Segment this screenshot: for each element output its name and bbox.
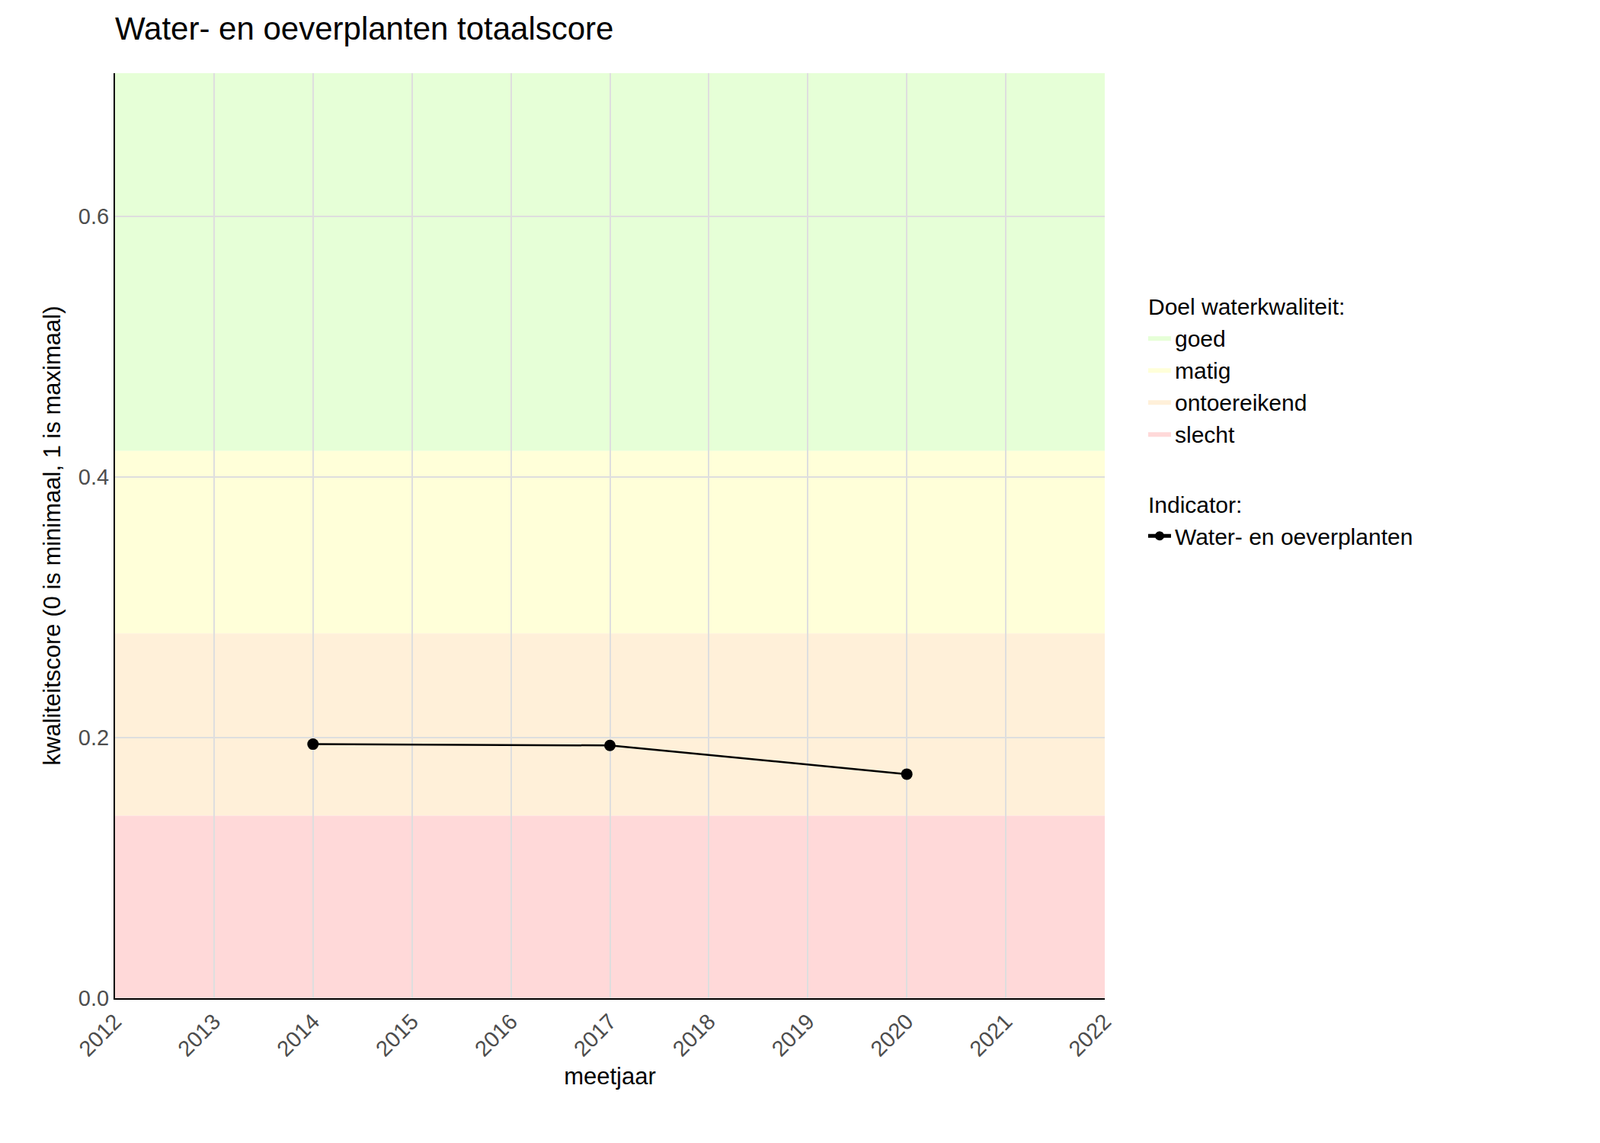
svg-text:meetjaar: meetjaar xyxy=(563,1062,656,1090)
svg-text:kwaliteitscore (0 is minimaal,: kwaliteitscore (0 is minimaal, 1 is maxi… xyxy=(38,306,66,766)
svg-text:0.2: 0.2 xyxy=(78,725,109,750)
svg-text:0.4: 0.4 xyxy=(78,464,109,490)
svg-text:2012: 2012 xyxy=(73,1008,126,1061)
svg-text:Doel waterkwaliteit:: Doel waterkwaliteit: xyxy=(1148,294,1345,320)
svg-text:2019: 2019 xyxy=(767,1008,820,1061)
svg-text:2022: 2022 xyxy=(1063,1008,1116,1061)
svg-text:2020: 2020 xyxy=(865,1008,918,1061)
svg-text:0.6: 0.6 xyxy=(78,204,109,229)
svg-text:2018: 2018 xyxy=(668,1008,720,1061)
svg-text:2014: 2014 xyxy=(272,1008,324,1061)
svg-text:2015: 2015 xyxy=(371,1008,423,1061)
svg-text:goed: goed xyxy=(1174,326,1226,352)
svg-text:2021: 2021 xyxy=(964,1008,1017,1061)
svg-text:slecht: slecht xyxy=(1174,422,1236,448)
svg-text:ontoereikend: ontoereikend xyxy=(1174,390,1307,416)
svg-text:Water- en oeverplanten: Water- en oeverplanten xyxy=(1174,524,1413,550)
svg-text:0.0: 0.0 xyxy=(78,985,109,1011)
svg-text:2017: 2017 xyxy=(569,1008,621,1061)
svg-text:Water- en oeverplanten totaals: Water- en oeverplanten totaalscore xyxy=(115,10,614,47)
svg-text:Indicator:: Indicator: xyxy=(1148,492,1242,518)
svg-text:2016: 2016 xyxy=(470,1008,522,1061)
svg-text:2013: 2013 xyxy=(172,1008,225,1061)
svg-text:matig: matig xyxy=(1174,358,1231,384)
